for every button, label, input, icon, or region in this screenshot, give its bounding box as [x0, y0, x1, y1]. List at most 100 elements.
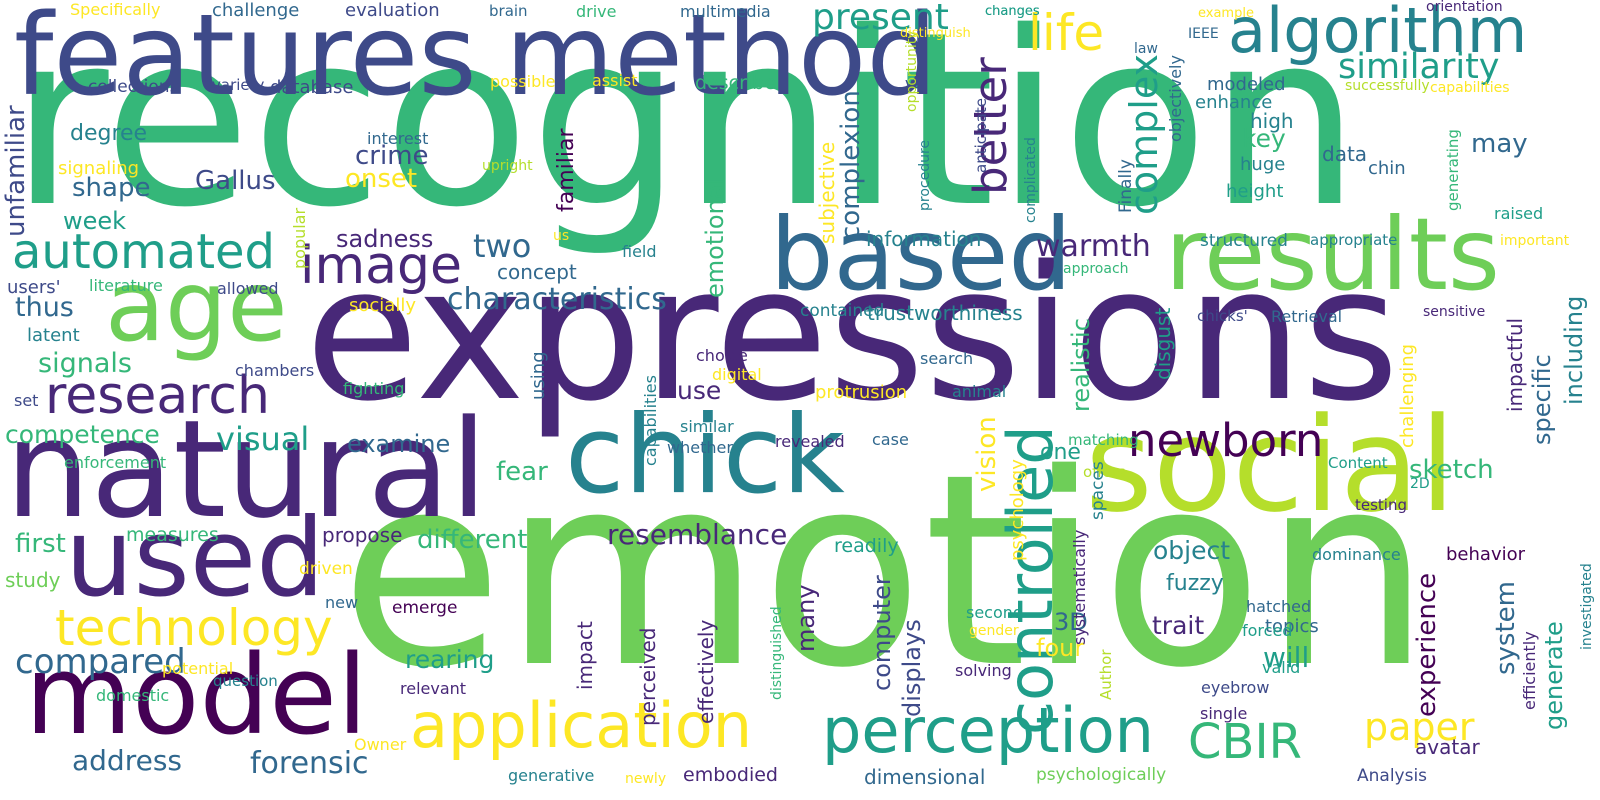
word-sensitive: sensitive [1423, 304, 1486, 320]
word-technology: technology [55, 599, 333, 657]
word-describe: describe [695, 72, 776, 94]
word-driven: driven [299, 559, 353, 579]
word-whether: whether [667, 438, 733, 457]
word-chambers: chambers [235, 361, 315, 380]
word-users: users' [7, 277, 61, 298]
word-fear: fear [496, 457, 548, 487]
word-distinguished: distinguished [769, 606, 785, 700]
word-study: study [5, 568, 61, 592]
word-case: case [872, 430, 909, 449]
word-effectively: effectively [694, 619, 718, 724]
word-computer: computer [868, 575, 896, 691]
word-distinguish: distinguish [900, 26, 971, 41]
word-signals: signals [38, 348, 132, 379]
word-2d: 2D [1410, 476, 1430, 492]
word-shape: shape [72, 173, 151, 203]
word-impact: impact [573, 621, 597, 690]
word-huge: huge [1240, 154, 1286, 175]
word-forced: forced [1242, 621, 1293, 640]
word-opportunity: opportunity [904, 30, 920, 112]
word-age: age [105, 250, 288, 364]
word-gender: gender [969, 623, 1019, 639]
word-capabilities: capabilities [641, 375, 660, 466]
word-application: application [410, 689, 752, 762]
word-domestic: domestic [96, 686, 170, 705]
word-including: including [1560, 295, 1588, 405]
word-spaces: spaces [1088, 461, 1108, 520]
word-object: object [1153, 536, 1231, 565]
word-complicated: complicated [1023, 137, 1039, 223]
word-raised: raised [1494, 204, 1544, 223]
word-relevant: relevant [400, 679, 467, 698]
word-hatched: hatched [1246, 597, 1312, 616]
word-field: field [622, 242, 657, 261]
word-changes: changes [985, 4, 1040, 19]
word-enhance: enhance [1195, 92, 1273, 113]
word-results: results [1165, 196, 1501, 313]
word-set: set [14, 391, 39, 410]
word-anticipate: anticipate [972, 98, 990, 173]
word-model: model [25, 631, 368, 759]
word-law: law [1134, 41, 1158, 57]
word-investigated: investigated [1579, 563, 1595, 650]
word-example: example [1198, 6, 1254, 21]
word-newborn: newborn [1128, 414, 1324, 467]
word-brain: brain [489, 2, 528, 20]
word-method: method [505, 0, 938, 121]
word-many: many [792, 584, 820, 653]
word-changes: changes [985, 4, 1040, 19]
word-challenging: challenging [1397, 343, 1418, 448]
word-appropriate: appropriate [1310, 231, 1398, 249]
word-socially: socially [349, 295, 416, 316]
word-specifically: Specifically [70, 0, 161, 19]
word-fuzzy: fuzzy [1166, 571, 1224, 596]
word-matching: matching [1068, 431, 1139, 449]
word-perception: perception [822, 694, 1154, 767]
word-high: high [1250, 109, 1294, 133]
word-familiar: familiar [554, 128, 579, 212]
word-single: single [1200, 704, 1248, 723]
word-measures: measures [126, 524, 219, 546]
word-using: using [528, 351, 549, 400]
word-rearing: rearing [405, 645, 495, 674]
word-similarity: similarity [1338, 47, 1500, 87]
word-collections: collections [88, 77, 179, 97]
word-database: database [270, 77, 354, 98]
word-signaling: signaling [58, 158, 140, 179]
word-variety: variety [212, 76, 265, 94]
word-3d: 3D [1054, 608, 1088, 636]
word-retrieval: Retrieval [1271, 307, 1343, 326]
word-visual: visual [216, 420, 310, 458]
word-research: research [45, 366, 270, 426]
word-newly: newly [625, 771, 667, 787]
word-realistic: realistic [1067, 318, 1095, 412]
word-present: present [812, 0, 949, 38]
word-owner: Owner [354, 735, 407, 754]
word-competence: competence [5, 420, 160, 449]
word-upright: upright [482, 158, 533, 174]
word-vs: vs [905, 76, 921, 92]
word-subjective: subjective [815, 141, 839, 244]
word-onset: onset [345, 164, 418, 194]
word-objectively: objectively [1166, 55, 1185, 142]
word-topics: topics [1265, 616, 1319, 637]
word-degree: degree [70, 121, 148, 146]
word-height: height [1226, 181, 1284, 202]
word-digital: digital [712, 365, 762, 384]
word-impactful: impactful [1503, 317, 1527, 412]
word-based: based [770, 196, 1072, 313]
word-psychologically: psychologically [1036, 765, 1167, 785]
word-dominance: dominance [1312, 545, 1401, 564]
word-experience: experience [1412, 572, 1442, 717]
word-one: one [1040, 440, 1081, 465]
word-generating: generating [1444, 129, 1462, 211]
word-resemblance: resemblance [607, 518, 788, 551]
word-interest: interest [367, 129, 429, 148]
word-automated: automated [12, 224, 276, 280]
word-behavior: behavior [1446, 544, 1526, 565]
word-drive: drive [576, 2, 617, 21]
word-recognition: recognition [10, 0, 1361, 260]
word-literature: literature [89, 276, 163, 295]
word-natural: natural [5, 391, 488, 548]
